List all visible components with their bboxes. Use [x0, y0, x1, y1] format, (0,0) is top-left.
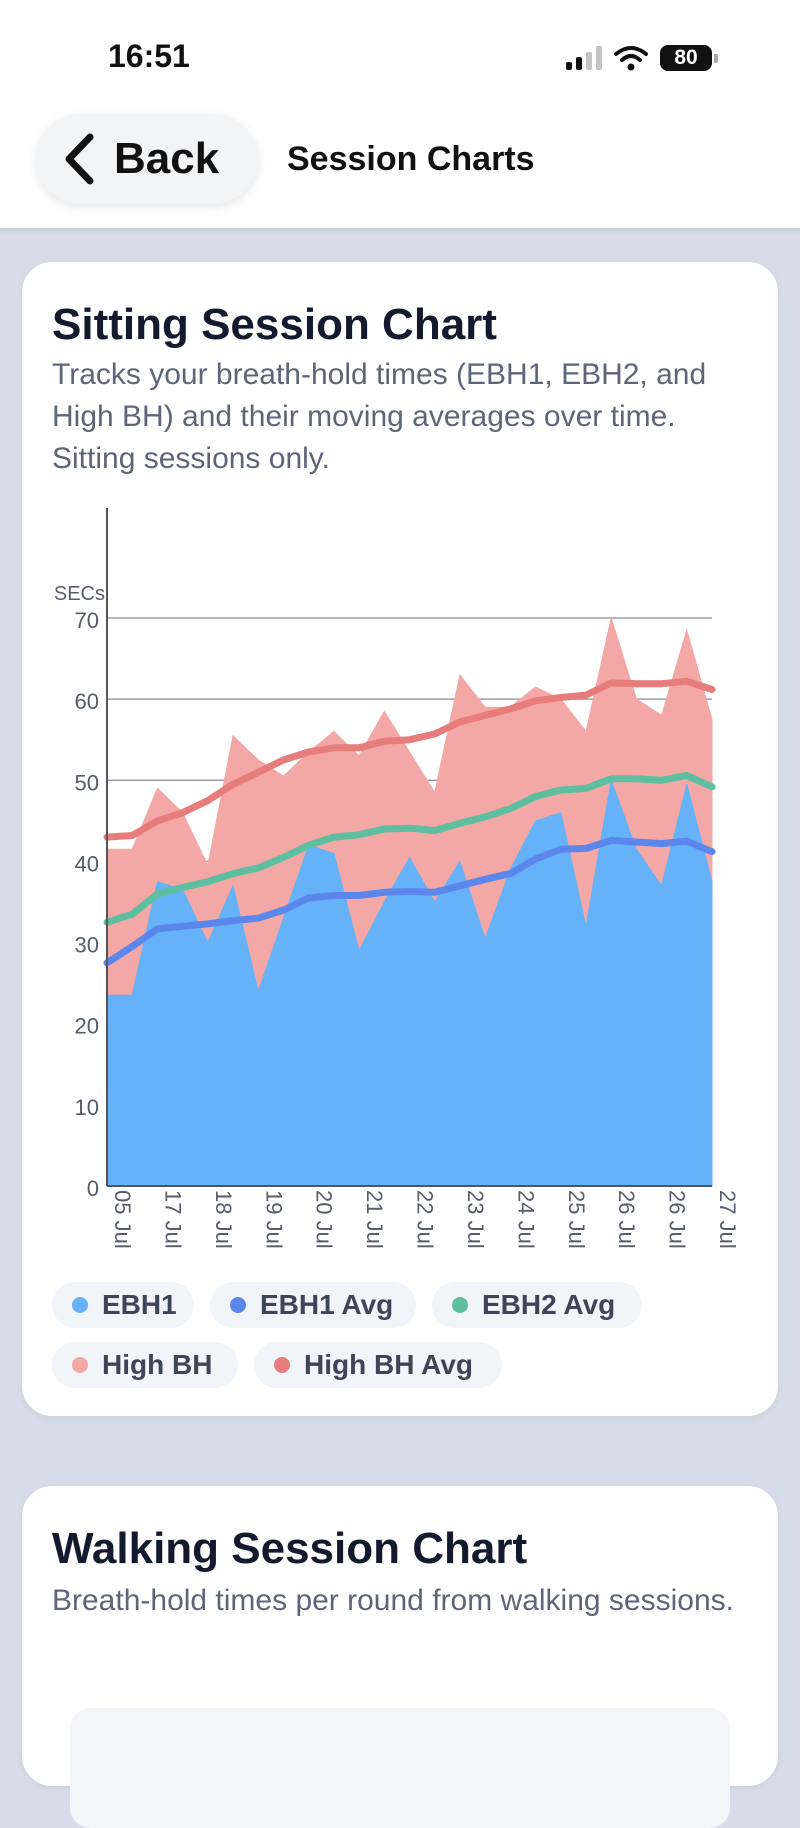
x-tick-label: 27 Jul: [715, 1190, 740, 1249]
back-label: Back: [114, 134, 220, 183]
walking-session-card: Walking Session Chart Breath-hold times …: [22, 1486, 778, 1828]
legend-item-ebh2-avg: EBH2 Avg: [432, 1282, 642, 1328]
x-tick-label: 20 Jul: [312, 1190, 337, 1249]
series-line-high-bh-avg: [103, 677, 716, 841]
legend-label: High BH Avg: [304, 1349, 474, 1380]
y-tick-label: 30: [75, 933, 99, 958]
y-tick-label: 40: [75, 851, 99, 876]
x-tick-label: 26 Jul: [665, 1190, 690, 1249]
x-tick-label: 23 Jul: [463, 1190, 488, 1249]
x-tick-label: 17 Jul: [160, 1190, 185, 1249]
x-tick-label: 26 Jul: [614, 1190, 639, 1249]
wifi-icon: [614, 46, 648, 71]
legend-label: EBH1 Avg: [260, 1289, 394, 1320]
walking-chart-area: [70, 1708, 730, 1828]
legend-label: EBH1: [102, 1289, 177, 1320]
navigation-bar: 16:51 80 Back Session Charts: [0, 0, 800, 229]
sitting-session-chart: 0 10 20 30 40 50 60 70 SECs 05 Jul 17 Jul 18 Jul 19 …: [54, 508, 740, 1249]
legend-item-high-bh: High BH: [52, 1342, 238, 1388]
y-axis-label: SECs: [54, 583, 105, 605]
legend-label: High BH: [102, 1349, 213, 1380]
legend-dot-icon: [230, 1297, 246, 1313]
back-button[interactable]: Back: [36, 114, 258, 204]
x-tick-label: 19 Jul: [261, 1190, 286, 1249]
x-tick-label: 24 Jul: [513, 1190, 538, 1249]
x-tick-label: 05 Jul: [110, 1190, 135, 1249]
legend-dot-icon: [452, 1297, 468, 1313]
status-icons: 80: [566, 44, 718, 72]
series-line-ebh1-avg: [103, 836, 716, 967]
y-tick-label: 60: [75, 689, 99, 714]
sitting-session-card: Sitting Session Chart Tracks your breath…: [22, 262, 778, 1416]
x-tick-label: 22 Jul: [413, 1190, 438, 1249]
y-tick-label: 20: [75, 1014, 99, 1039]
chevron-left-icon: [65, 133, 94, 185]
y-tick-label: 0: [87, 1176, 99, 1201]
battery-icon: 80: [660, 45, 718, 71]
walking-chart-description: Breath-hold times per round from walking…: [52, 1584, 734, 1617]
y-tick-label: 50: [75, 770, 99, 795]
legend-item-ebh1: EBH1: [52, 1282, 194, 1328]
page-title: Session Charts: [287, 140, 535, 178]
y-tick-label: 10: [75, 1095, 99, 1120]
legend-dot-icon: [72, 1357, 88, 1373]
sitting-chart-description: Tracks your breath-hold times (EBH1, EBH…: [52, 358, 707, 475]
legend-dot-icon: [274, 1357, 290, 1373]
legend-item-ebh1-avg: EBH1 Avg: [210, 1282, 416, 1328]
cellular-signal-icon: [566, 46, 602, 70]
x-tick-label: 21 Jul: [362, 1190, 387, 1249]
series-line-ebh2-avg: [103, 771, 716, 926]
status-time: 16:51: [108, 38, 190, 74]
series-area-ebh1: [106, 778, 713, 1187]
legend-label: EBH2 Avg: [482, 1289, 616, 1320]
x-tick-label: 25 Jul: [564, 1190, 589, 1249]
x-tick-label: 18 Jul: [211, 1190, 236, 1249]
legend-dot-icon: [72, 1297, 88, 1313]
y-tick-label: 70: [75, 608, 99, 633]
legend-item-high-bh-avg: High BH Avg: [254, 1342, 502, 1388]
sitting-chart-title: Sitting Session Chart: [52, 300, 497, 349]
walking-chart-title: Walking Session Chart: [52, 1524, 528, 1573]
